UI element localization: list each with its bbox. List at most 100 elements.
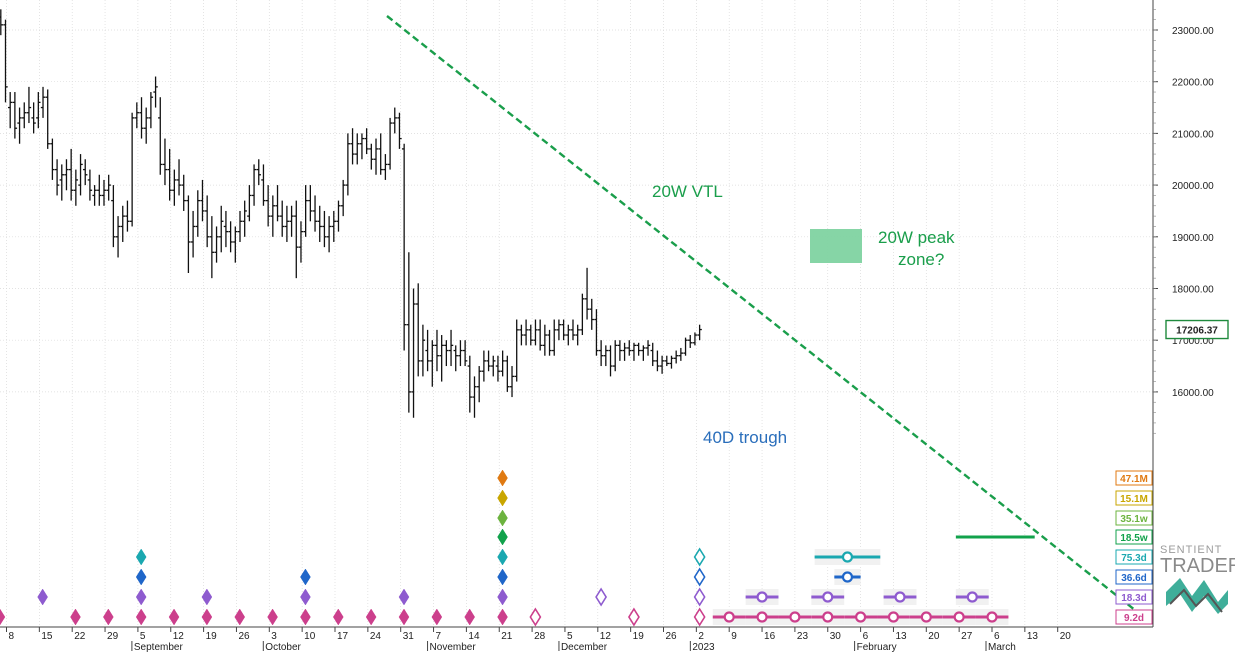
ohlc-bar (392, 107, 397, 134)
time-tick-label: 6 (994, 631, 1000, 642)
ohlc-bar (683, 337, 688, 356)
ohlc-bar (355, 133, 360, 165)
cycle-diamond (332, 608, 344, 626)
cycle-label-box (1115, 470, 1153, 486)
time-tick-label: 12 (600, 631, 612, 642)
ohlc-bar (476, 366, 482, 403)
cycle-label-18.5w: 18.5w (1120, 533, 1147, 544)
ohlc-bar (40, 86, 46, 118)
ohlc-bar (111, 185, 116, 248)
ohlc-bar (190, 210, 196, 258)
ohlc-bar (359, 133, 365, 160)
ohlc-bar (420, 324, 426, 377)
cycle-diamond (168, 608, 180, 626)
time-tick-label: 13 (1027, 631, 1039, 642)
ohlc-bar (294, 200, 299, 279)
ohlc-bar (97, 174, 102, 206)
ohlc-bar (519, 324, 524, 346)
ohlc-bar (537, 319, 543, 351)
month-label-November: November (430, 642, 477, 653)
time-tick-label: 27 (961, 631, 973, 642)
cycle-diamond (135, 548, 147, 566)
cycle-diamond-projected (693, 567, 706, 587)
cycle-diamond (0, 608, 6, 626)
ohlc-bar (303, 185, 308, 237)
ohlc-bar (533, 319, 538, 346)
time-tick-label: 24 (370, 631, 382, 642)
cycle-diamond (365, 608, 377, 626)
ohlc-bar (22, 102, 27, 129)
time-tick-label: 26 (238, 631, 250, 642)
ohlc-bar (589, 298, 594, 330)
ohlc-bar (575, 324, 580, 346)
ohlc-bar (688, 335, 693, 348)
last-price-box (1165, 319, 1229, 340)
ohlc-bar (491, 355, 496, 377)
cycle-diamond (135, 588, 147, 606)
ohlc-bar (561, 319, 566, 341)
ohlc-bar (523, 319, 529, 346)
time-tick-label: 5 (140, 631, 146, 642)
ohlc-bar (200, 179, 205, 222)
price-tick-label: 20000.00 (1172, 181, 1214, 192)
ohlc-bar (209, 216, 215, 279)
cycle-window-marker (822, 591, 834, 603)
month-label-September: September (134, 642, 184, 653)
ohlc-bar (636, 342, 641, 356)
time-tick-label: 13 (895, 631, 907, 642)
cycle-diamond (497, 568, 508, 586)
ohlc-bar (659, 355, 665, 374)
ohlc-bar (481, 350, 487, 382)
ohlc-bar (214, 226, 219, 263)
ohlc-bar (181, 174, 186, 211)
time-tick-label: 16 (764, 631, 776, 642)
ohlc-bar (120, 205, 125, 242)
ohlc-bar (570, 319, 576, 341)
ohlc-bar (7, 92, 13, 129)
ohlc-bar (453, 345, 458, 372)
time-tick-label: 22 (74, 631, 86, 642)
month-label-2023: 2023 (692, 642, 715, 653)
time-tick-label: 8 (9, 631, 15, 642)
ohlc-bar (50, 138, 55, 180)
trough-label: 40D trough (703, 428, 787, 447)
ohlc-bar (434, 329, 440, 372)
ohlc-bar (219, 205, 224, 253)
ohlc-bar (68, 148, 74, 201)
ohlc-bar (247, 185, 252, 222)
ohlc-bar (167, 148, 172, 201)
ohlc-bar (373, 138, 379, 175)
cycle-diamond (300, 588, 311, 606)
cycle-window-marker (986, 611, 998, 623)
time-tick-label: 23 (797, 631, 809, 642)
time-tick-label: 15 (41, 631, 53, 642)
ohlc-bar (172, 169, 177, 206)
ohlc-bar (697, 324, 702, 341)
ohlc-bar (176, 159, 182, 196)
ohlc-bar (31, 102, 36, 134)
price-bars (0, 9, 702, 418)
ohlc-bar (622, 342, 627, 361)
ohlc-bar (556, 319, 562, 341)
month-label-October: October (265, 642, 301, 653)
cycle-label-18.3d: 18.3d (1121, 593, 1147, 604)
ohlc-bar (439, 335, 444, 382)
ohlc-bar (692, 332, 698, 346)
month-label-March: March (988, 642, 1016, 653)
ohlc-bar (617, 340, 623, 361)
ohlc-bar (486, 350, 491, 372)
ohlc-bar (204, 195, 210, 248)
ohlc-bar (350, 128, 355, 165)
ohlc-bar (401, 143, 407, 351)
ohlc-bar (261, 164, 266, 206)
ohlc-bar (275, 185, 280, 222)
ohlc-bar (603, 345, 609, 367)
cycle-label-box (1115, 589, 1153, 605)
cycle-label-box (1115, 549, 1153, 565)
ohlc-bar (594, 309, 599, 356)
time-tick-label: 7 (436, 631, 442, 642)
ohlc-bar (322, 210, 327, 248)
ohlc-bar (514, 319, 519, 382)
ohlc-bar (195, 190, 200, 237)
cycle-diamond (201, 608, 213, 626)
